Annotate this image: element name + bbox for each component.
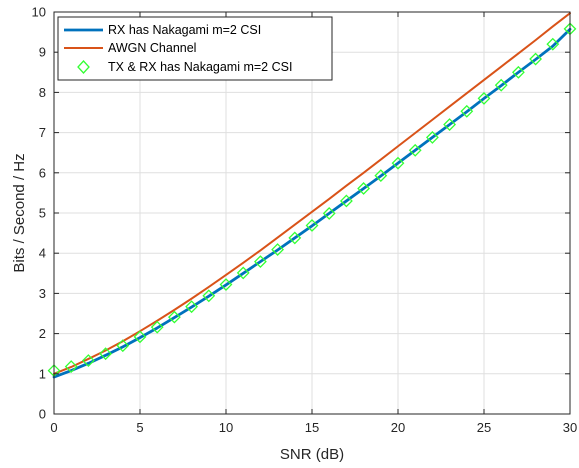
legend-label-awgn: AWGN Channel: [108, 41, 196, 55]
legend-marker-txrx: [77, 60, 90, 74]
data-point-diamond: [477, 92, 491, 105]
legend-label-txrx: TX & RX has Nakagami m=2 CSI: [108, 60, 292, 74]
data-point-diamond: [460, 104, 474, 118]
y-tick-label: 3: [39, 286, 46, 301]
data-point-diamond: [494, 78, 508, 92]
x-tick-label: 0: [50, 420, 57, 435]
series-line-rx-nakagami: [52, 27, 572, 379]
data-point-diamond: [271, 243, 285, 257]
data-point-diamond: [529, 52, 543, 66]
y-tick-label: 10: [32, 5, 46, 20]
data-point-diamond: [322, 206, 336, 220]
data-point-diamond: [305, 219, 319, 232]
y-tick-label: 9: [39, 45, 46, 60]
x-tick-label: 20: [391, 420, 405, 435]
y-tick-label: 5: [39, 206, 46, 221]
y-tick-label: 0: [39, 407, 46, 422]
data-point-diamond: [339, 194, 353, 208]
data-point-diamond: [374, 169, 388, 183]
y-tick-label: 2: [39, 326, 46, 341]
data-point-diamond: [99, 347, 113, 361]
data-point-diamond: [116, 339, 130, 353]
x-tick-label: 5: [136, 420, 143, 435]
data-point-diamond: [64, 360, 78, 373]
legend-label-rx: RX has Nakagami m=2 CSI: [108, 23, 261, 37]
data-point-diamond: [425, 131, 439, 144]
data-point-diamond: [408, 143, 422, 157]
data-point-diamond: [546, 37, 560, 51]
x-tick-label: 30: [563, 420, 577, 435]
ticks: 0 5 10 15 20 25 30 0 1 2 3 4 5 6 7 8 9 10: [32, 5, 578, 436]
x-tick-label: 15: [305, 420, 319, 435]
x-tick-label: 25: [477, 420, 491, 435]
legend: RX has Nakagami m=2 CSI AWGN Channel TX …: [57, 16, 333, 81]
y-axis-title: Bits / Second / Hz: [11, 153, 28, 272]
y-tick-label: 7: [39, 125, 46, 140]
data-point-diamond: [236, 266, 250, 280]
data-point-diamond: [81, 354, 95, 367]
y-tick-label: 6: [39, 165, 46, 180]
data-point-diamond: [288, 231, 302, 245]
y-tick-label: 4: [39, 246, 46, 261]
data-point-diamond: [202, 289, 216, 303]
data-point-diamond: [357, 182, 371, 195]
series-layer: [47, 12, 577, 379]
data-point-diamond: [511, 65, 525, 79]
data-point-diamond: [391, 156, 405, 170]
data-point-diamond: [150, 320, 164, 334]
legend-box: [57, 16, 333, 81]
data-point-diamond: [443, 118, 457, 131]
data-point-diamond: [219, 278, 233, 291]
x-tick-label: 10: [219, 420, 233, 435]
y-tick-label: 8: [39, 85, 46, 100]
x-axis-title: SNR (dB): [280, 446, 344, 463]
data-point-diamond: [167, 310, 181, 324]
data-point-diamond: [185, 300, 199, 314]
y-tick-label: 1: [39, 366, 46, 381]
data-point-diamond: [253, 255, 267, 269]
data-point-diamond: [133, 330, 147, 344]
